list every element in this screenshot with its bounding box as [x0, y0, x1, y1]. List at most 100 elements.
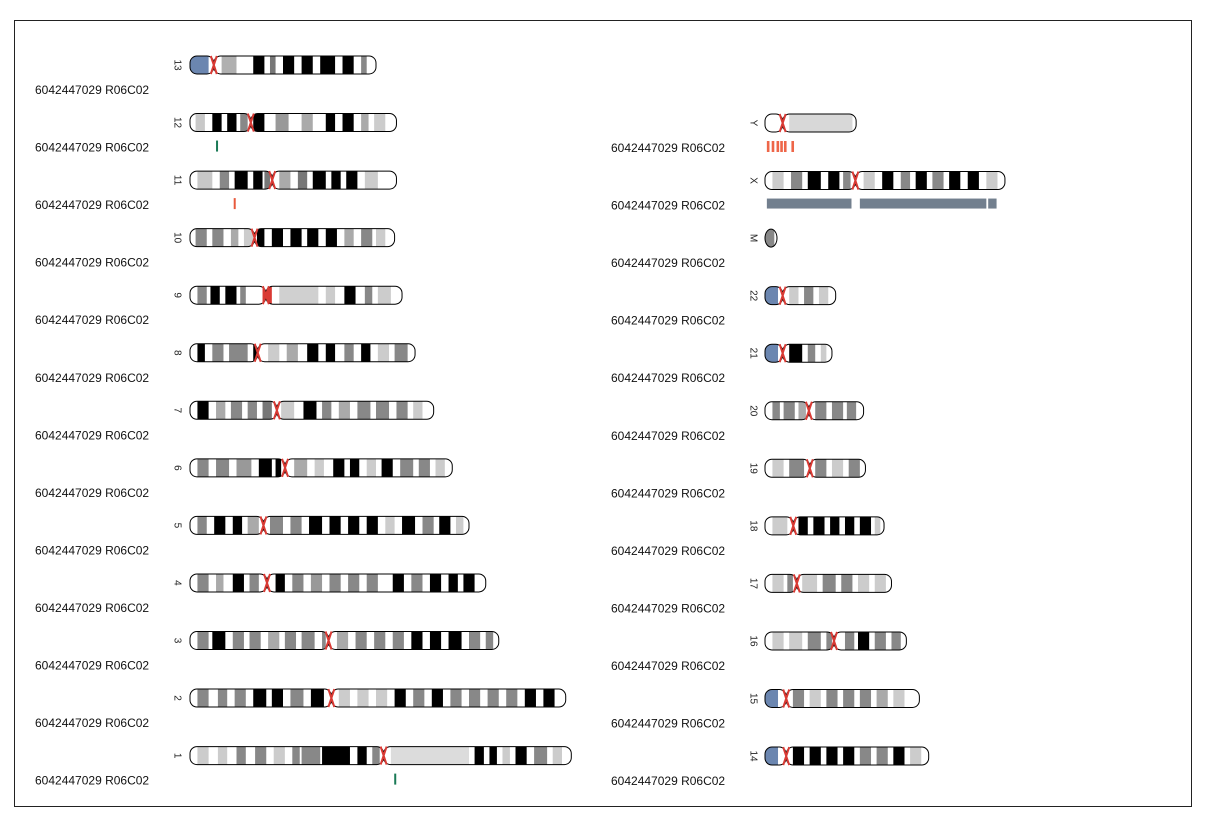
sample-label: 6042447029 R06C02 [611, 314, 725, 328]
band [364, 286, 373, 305]
chromosome-label: Y [748, 120, 759, 127]
chromosome-1: 1 6042447029 R06C02 [35, 746, 572, 788]
centromere [272, 400, 281, 420]
band [411, 631, 423, 650]
band [524, 689, 536, 708]
band [791, 171, 803, 190]
band [374, 631, 386, 650]
band [253, 171, 263, 190]
band [210, 286, 220, 305]
chromosome-label: 10 [172, 232, 183, 244]
band [772, 401, 780, 420]
band [322, 631, 326, 650]
band [269, 516, 283, 535]
band [798, 516, 808, 535]
sample-label: 6042447029 R06C02 [35, 601, 149, 615]
centromere [327, 688, 336, 708]
chromosome-label: 2 [172, 695, 183, 701]
band [253, 343, 257, 362]
band [279, 286, 319, 305]
band [366, 516, 378, 535]
band [344, 228, 354, 247]
band [303, 401, 317, 420]
band [268, 631, 280, 650]
sample-label: 6042447029 R06C02 [611, 256, 725, 270]
chromosome-15: 15 6042447029 R06C02 [611, 689, 920, 731]
band [325, 228, 337, 247]
band [269, 56, 276, 74]
band [394, 689, 406, 708]
band [392, 573, 404, 592]
band [848, 459, 860, 478]
chromosome-label: 8 [172, 350, 183, 356]
band [394, 343, 408, 362]
track-mark [988, 198, 997, 209]
band [809, 689, 821, 708]
band [361, 228, 373, 247]
band [435, 458, 445, 477]
band [949, 171, 961, 190]
band [396, 401, 408, 420]
band [789, 286, 799, 305]
band [361, 113, 369, 132]
band [290, 228, 302, 247]
band [212, 343, 224, 362]
band [258, 458, 272, 477]
band [219, 171, 230, 190]
band [338, 689, 350, 708]
band [772, 631, 784, 650]
band [392, 631, 404, 650]
sample-label: 6042447029 R06C02 [35, 543, 149, 557]
band [893, 747, 905, 766]
band [197, 689, 209, 708]
band [344, 286, 356, 305]
centromere [782, 689, 791, 708]
band [232, 631, 244, 650]
chromosome-label: X [748, 177, 759, 184]
band [271, 689, 283, 708]
band [275, 573, 285, 592]
band [236, 458, 252, 477]
band [374, 113, 386, 132]
band [275, 458, 282, 477]
band [236, 746, 246, 765]
band [227, 113, 237, 132]
chromosome-label: 20 [748, 405, 759, 417]
centromere [792, 574, 801, 593]
band [225, 286, 237, 305]
band [348, 516, 360, 535]
chromosome-label: 9 [172, 292, 183, 298]
centromere [778, 113, 787, 133]
chromosome-19: 19 6042447029 R06C02 [611, 458, 866, 500]
band [876, 747, 888, 766]
band [197, 401, 209, 420]
band [858, 631, 870, 650]
band [534, 746, 548, 765]
band [506, 689, 518, 708]
sample-label: 6042447029 R06C02 [35, 774, 149, 788]
chromosome-label: 17 [748, 578, 759, 590]
band [789, 344, 803, 363]
band [342, 113, 354, 132]
sample-label: 6042447029 R06C02 [611, 544, 725, 558]
band [400, 458, 414, 477]
band [543, 689, 555, 708]
band [355, 631, 367, 650]
chromosome-21: 21 6042447029 R06C02 [611, 343, 833, 385]
band [828, 171, 840, 190]
band [229, 343, 248, 362]
sample-label: 6042447029 R06C02 [611, 486, 725, 500]
band [469, 689, 481, 708]
chromosome-label: 4 [172, 580, 183, 586]
band [253, 56, 265, 74]
band [216, 573, 224, 592]
band [301, 746, 321, 765]
band [967, 171, 979, 190]
band [831, 401, 844, 420]
chromosome-label: 12 [172, 117, 183, 129]
centromere [778, 286, 787, 305]
band [429, 631, 442, 650]
sample-label: 6042447029 R06C02 [35, 313, 149, 327]
sample-label: 6042447029 R06C02 [35, 371, 149, 385]
sample-label: 6042447029 R06C02 [35, 198, 149, 212]
